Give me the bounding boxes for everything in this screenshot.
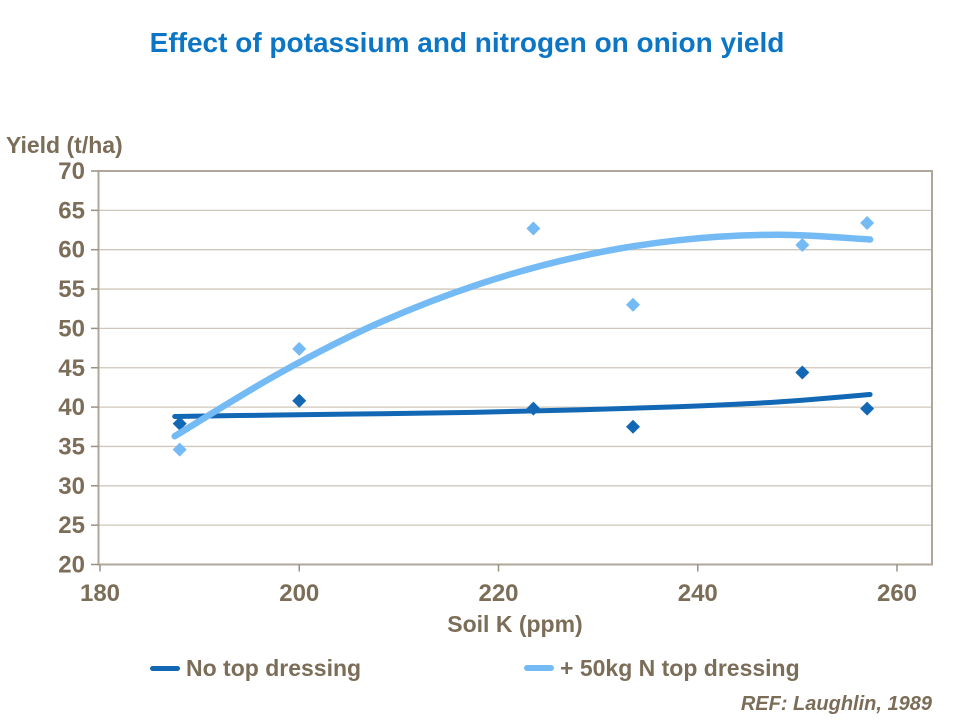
y-tick-label: 30 (58, 473, 85, 500)
trendline-50kg-n (171, 231, 874, 440)
x-tick-label: 240 (678, 580, 718, 607)
legend-item-50kg-n-top-dressing: + 50kg N top dressing (524, 655, 800, 681)
y-tick-label: 70 (58, 158, 85, 185)
y-tick-label: 55 (58, 276, 85, 303)
legend-swatch-dark-blue (150, 665, 180, 671)
data-point-50kg-n (172, 442, 187, 457)
x-tick-label: 220 (478, 580, 518, 607)
data-point-no-top-dressing (625, 419, 640, 434)
x-axis-title: Soil K (ppm) (447, 611, 583, 637)
data-point-no-top-dressing (795, 365, 810, 380)
y-tick-label: 50 (58, 315, 85, 342)
data-point-no-top-dressing (526, 401, 541, 416)
data-point-no-top-dressing (172, 416, 187, 431)
data-point-no-top-dressing (292, 393, 307, 408)
legend-label: No top dressing (186, 654, 362, 681)
data-point-50kg-n (526, 221, 541, 236)
y-tick-label: 65 (58, 197, 85, 224)
y-tick-label: 45 (58, 355, 85, 382)
y-tick-label: 35 (58, 433, 85, 460)
legend-swatch-light-blue (524, 665, 554, 671)
x-tick-label: 260 (877, 580, 917, 607)
y-tick-label: 40 (58, 394, 85, 421)
y-tick-label: 60 (58, 237, 85, 264)
data-point-50kg-n (292, 341, 307, 356)
y-tick-label: 25 (58, 512, 85, 539)
x-tick-label: 200 (279, 580, 319, 607)
legend-item-no-top-dressing: No top dressing (150, 655, 361, 681)
legend-label: + 50kg N top dressing (560, 654, 800, 681)
trendline-no-top-dressing (172, 392, 873, 419)
y-axis-title: Yield (t/ha) (6, 132, 123, 158)
data-point-50kg-n (860, 215, 875, 230)
data-point-50kg-n (625, 297, 640, 312)
chart-title: Effect of potassium and nitrogen on onio… (149, 27, 785, 58)
x-tick-label: 180 (80, 580, 120, 607)
data-point-50kg-n (795, 237, 810, 252)
y-tick-label: 20 (58, 552, 85, 579)
data-point-no-top-dressing (860, 401, 875, 416)
reference-citation: REF: Laughlin, 1989 (740, 693, 932, 715)
